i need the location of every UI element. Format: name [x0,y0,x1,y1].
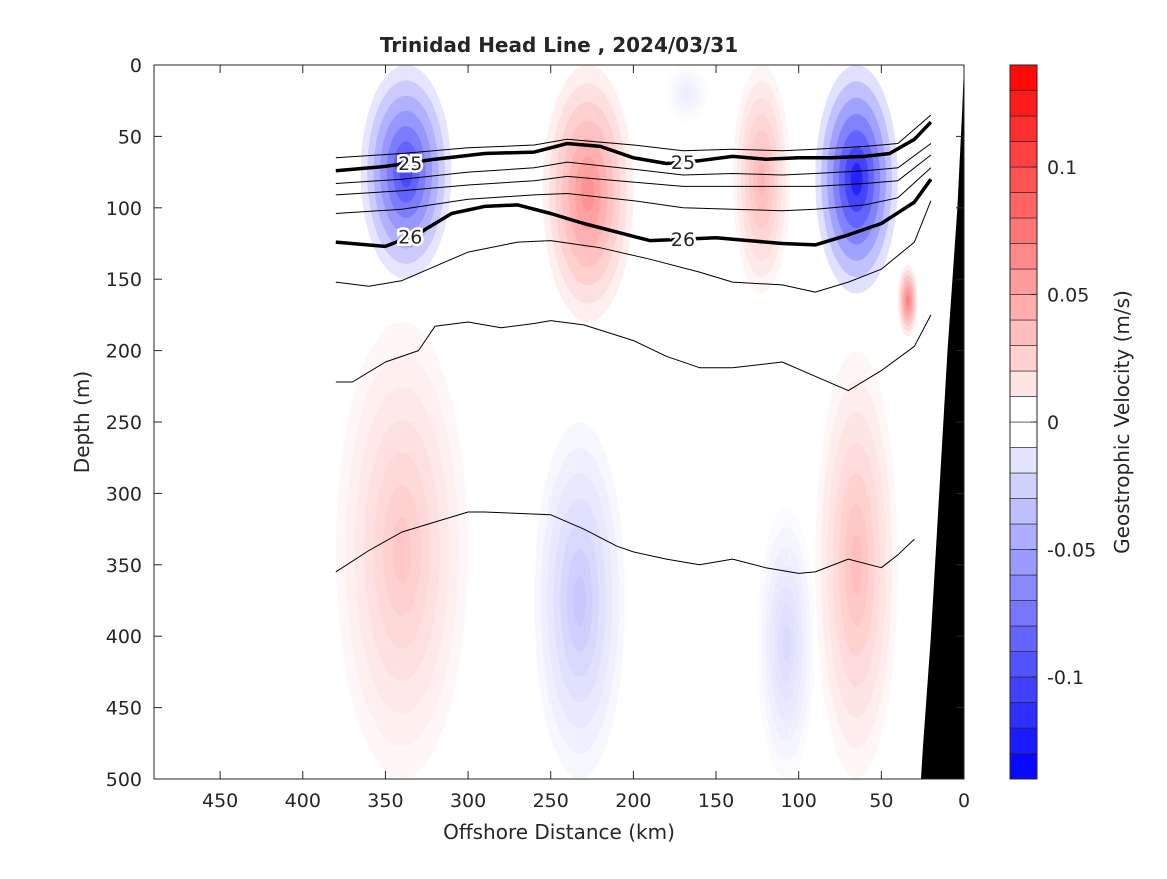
contour-label: 25 [671,152,695,174]
isopycnal-25 [335,120,933,173]
colorbar-label: Geostrophic Velocity (m/s) [1110,290,1134,554]
colorbar-bin [1009,166,1038,193]
y-tick-label: 350 [106,555,142,577]
x-tick-label: 0 [958,790,970,812]
velocity-contour-band [581,175,595,212]
x-tick-label: 300 [450,790,486,812]
colorbar-bin [1009,702,1038,729]
colorbar-bin [1009,115,1038,142]
colorbar [1009,64,1038,780]
colorbar-bin [1009,90,1038,117]
y-tick-label: 400 [106,626,142,648]
x-tick-label: 200 [615,790,651,812]
colorbar-bin [1009,447,1038,474]
velocity-field [335,65,918,779]
isopycnal-line [335,114,932,159]
colorbar-bin [1009,651,1038,678]
y-axis: 0 50 100 150 200 250 300 350 400 450 500 [106,55,964,791]
colorbar-bin [1009,472,1038,499]
x-axis: 450 400 350 300 250 200 150 100 50 0 [202,65,970,812]
y-tick-label: 150 [106,269,142,291]
velocity-contour-band [573,575,587,626]
y-tick-label: 0 [130,55,142,77]
colorbar-tick-label: -0.05 [1047,540,1096,562]
colorbar-bin [1009,523,1038,550]
colorbar-bin [1009,217,1038,244]
colorbar-ticks: 0.1 0.05 0 -0.05 -0.1 [1031,157,1096,689]
y-tick-label: 300 [106,483,142,505]
y-tick-label: 250 [106,412,142,434]
velocity-contour-band [684,89,691,98]
colorbar-bin [1009,268,1038,295]
colorbar-tick-label: -0.1 [1047,667,1084,689]
colorbar-tick-label: 0.05 [1047,285,1089,307]
colorbar-tick-label: 0.1 [1047,157,1077,179]
x-tick-label: 50 [869,790,893,812]
y-tick-label: 500 [106,769,142,791]
x-axis-label: Offshore Distance (km) [443,820,675,844]
velocity-core [534,422,626,779]
colorbar-bin [1009,294,1038,321]
colorbar-bin [1009,396,1038,423]
colorbar-bin [1009,192,1038,219]
velocity-core [335,322,469,779]
velocity-core [542,65,634,323]
seafloor [921,65,964,779]
isopycnal-contours: 25 25 26 26 [335,114,933,574]
velocity-core [897,264,918,337]
contour-label: 25 [398,153,422,175]
isopycnal-line [335,143,932,184]
x-tick-label: 400 [285,790,321,812]
colorbar-bin [1009,676,1038,703]
x-tick-label: 350 [367,790,403,812]
colorbar-bin [1009,64,1038,91]
velocity-core [666,65,708,123]
colorbar-bin [1009,141,1038,168]
isopycnal-26 [335,178,933,249]
colorbar-bin [1009,625,1038,652]
isopycnal-line [335,314,932,392]
isopycnal-line [335,200,932,293]
bathymetry [921,65,964,779]
y-tick-label: 100 [106,198,142,220]
colorbar-tick-label: 0 [1047,412,1059,434]
velocity-contour-band [906,295,910,306]
y-tick-label: 50 [118,126,142,148]
x-tick-label: 150 [698,790,734,812]
x-tick-label: 450 [202,790,238,812]
colorbar-bin [1009,549,1038,576]
velocity-core [732,65,791,294]
colorbar-bin [1009,345,1038,372]
isopycnal-line [335,167,932,214]
chart-title: Trinidad Head Line , 2024/03/31 [380,33,738,57]
colorbar-bin [1009,319,1038,346]
velocity-contour-band [757,162,766,196]
velocity-core [815,350,898,779]
colorbar-bin [1009,421,1038,448]
isopycnal-line [335,154,932,196]
velocity-contour-band [850,162,863,196]
colorbar-bin [1009,370,1038,397]
y-tick-label: 450 [106,698,142,720]
contour-label: 26 [671,229,695,251]
colorbar-bin [1009,243,1038,270]
velocity-contour-band [782,623,791,663]
colorbar-bin [1009,753,1038,780]
colorbar-bin [1009,600,1038,627]
colorbar-bin [1009,498,1038,525]
contour-label: 26 [398,227,422,249]
velocity-core [757,507,816,779]
velocity-contour-band [392,517,412,584]
x-tick-label: 100 [781,790,817,812]
velocity-core [815,65,898,294]
y-tick-label: 200 [106,341,142,363]
colorbar-bin [1009,727,1038,754]
x-tick-label: 250 [533,790,569,812]
colorbar-bin [1009,574,1038,601]
isopycnal-line [335,511,915,574]
velocity-contour-band [850,534,863,596]
y-axis-label: Depth (m) [70,371,94,473]
